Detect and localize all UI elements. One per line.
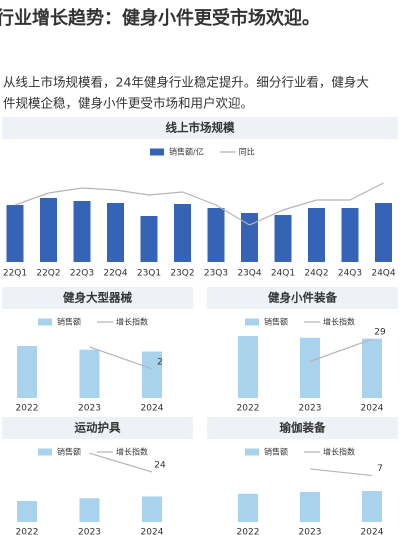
bar: [238, 493, 258, 522]
x-tick-label: 23Q1: [137, 269, 161, 279]
bar: [107, 203, 124, 262]
x-tick-label: 2024: [141, 528, 164, 535]
bar: [17, 501, 37, 522]
line-series: [89, 346, 153, 370]
x-tick-label: 2022: [237, 528, 260, 535]
bar: [140, 216, 158, 262]
legend-label: 销售额: [57, 447, 81, 457]
x-tick-label: 24Q4: [371, 269, 396, 279]
bar: [207, 208, 225, 262]
line-series: [14, 182, 384, 226]
bar: [308, 208, 325, 262]
x-tick-label: 24Q3: [338, 269, 362, 279]
line-series: [309, 338, 373, 363]
chart-title: 健身小件装备: [268, 291, 337, 305]
page-title: 行业增长趋势：健身小件更受市场欢迎。: [0, 7, 320, 29]
legend-label: 增长指数: [323, 317, 355, 327]
legend-swatch: [245, 318, 259, 326]
legend-label: 增长指数: [116, 447, 148, 457]
chart-title: 线上市场规模: [166, 121, 235, 135]
x-tick-label: 2024: [361, 404, 384, 414]
x-tick-label: 2023: [299, 404, 322, 414]
legend-label: 销售额/亿: [169, 147, 204, 157]
legend-label: 销售额: [264, 447, 288, 457]
legend-swatch: [38, 318, 52, 326]
x-tick-label: 2023: [299, 528, 322, 535]
line-series: [309, 468, 373, 477]
bar: [241, 213, 258, 262]
legend-swatch: [245, 448, 259, 456]
data-label: 29: [374, 328, 386, 338]
x-tick-label: 23Q2: [170, 269, 194, 279]
bar: [174, 204, 191, 262]
bar: [79, 349, 100, 398]
legend-label: 同比: [239, 147, 255, 157]
x-tick-label: 22Q2: [36, 269, 60, 279]
x-tick-label: 24Q2: [304, 269, 328, 279]
x-tick-label: 2022: [16, 404, 39, 414]
bar: [238, 335, 258, 398]
panel-header: [2, 117, 398, 139]
x-tick-label: 23Q4: [237, 269, 262, 279]
x-tick-label: 23Q3: [204, 269, 228, 279]
bar: [300, 491, 320, 522]
bar: [17, 345, 37, 398]
legend-label: 增长指数: [323, 447, 355, 457]
line-series: [89, 452, 153, 473]
panel-header: [207, 287, 398, 309]
panel-header: [2, 417, 193, 439]
legend-label: 增长指数: [116, 317, 148, 327]
bar: [362, 490, 382, 522]
data-label: 24: [154, 460, 166, 470]
x-tick-label: 2024: [361, 528, 384, 535]
chart-title: 瑜伽装备: [280, 421, 326, 435]
chart-title: 运动护具: [75, 421, 121, 435]
x-tick-label: 22Q4: [103, 269, 128, 279]
bar: [274, 215, 292, 262]
x-tick-label: 22Q1: [3, 269, 27, 279]
legend-swatch: [150, 148, 164, 156]
bar: [375, 203, 392, 262]
bar: [6, 205, 24, 262]
bar: [341, 208, 359, 262]
legend-swatch: [38, 448, 52, 456]
chart-title: 健身大型器械: [63, 291, 132, 305]
data-label: 7: [377, 464, 383, 474]
legend-label: 销售额: [264, 317, 288, 327]
x-tick-label: 24Q1: [271, 269, 295, 279]
legend-label: 销售额: [57, 317, 81, 327]
paragraph-line: 从线上市场规模看，24年健身行业稳定提升。细分行业看，健身大: [3, 75, 369, 90]
x-tick-label: 22Q3: [70, 269, 94, 279]
panel-header: [2, 287, 193, 309]
data-label: 2: [157, 357, 163, 367]
x-tick-label: 2023: [78, 528, 101, 535]
bar: [362, 338, 382, 398]
paragraph-line: 件规模企稳，健身小件更受市场和用户欢迎。: [3, 96, 253, 111]
x-tick-label: 2022: [237, 404, 260, 414]
bar: [73, 201, 91, 262]
bar: [300, 337, 320, 398]
x-tick-label: 2024: [141, 404, 164, 414]
bar: [142, 351, 162, 398]
bar: [40, 198, 57, 262]
bar: [79, 498, 100, 522]
x-tick-label: 2022: [16, 528, 39, 535]
bar: [142, 496, 162, 522]
x-tick-label: 2023: [78, 404, 101, 414]
panel-header: [207, 417, 398, 439]
